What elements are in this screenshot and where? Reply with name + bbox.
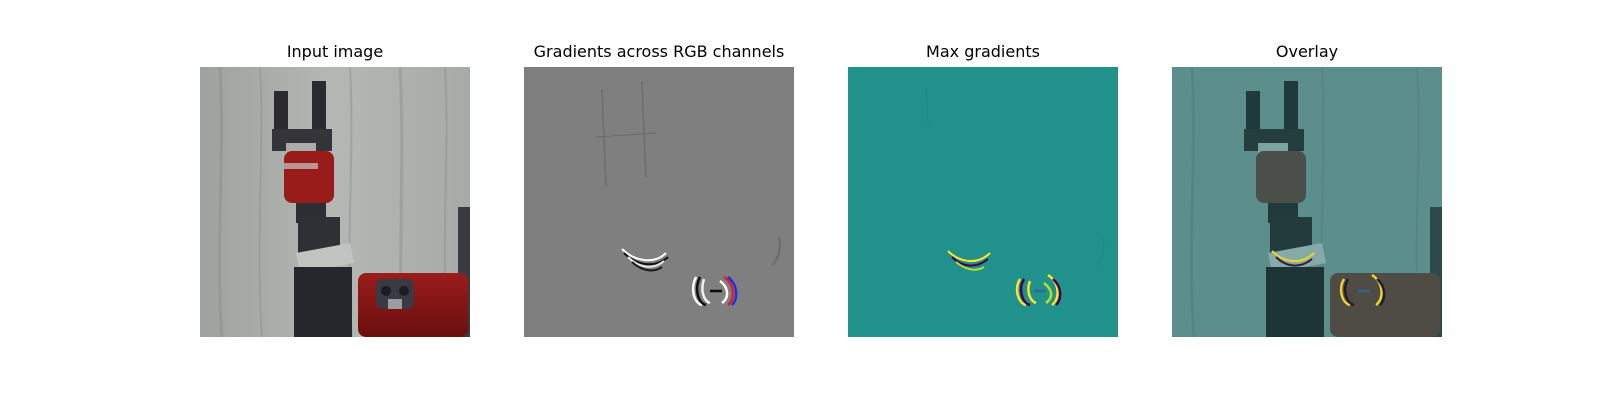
max-gradients-image [848, 67, 1118, 337]
overlay-panel: Overlay [1172, 0, 1442, 400]
rgb-gradients-panel: Gradients across RGB channels [524, 0, 794, 400]
rgb-gradients-image [524, 67, 794, 337]
input-image-panel: Input image [200, 0, 470, 400]
input-image [200, 67, 470, 337]
max-gradients-panel: Max gradients [848, 0, 1118, 400]
overlay-image [1172, 67, 1442, 337]
overlay-title: Overlay [1275, 42, 1339, 61]
input-image-title: Input image [286, 42, 384, 61]
rgb-gradients-title: Gradients across RGB channels [533, 42, 785, 61]
max-gradients-title: Max gradients [926, 42, 1040, 61]
